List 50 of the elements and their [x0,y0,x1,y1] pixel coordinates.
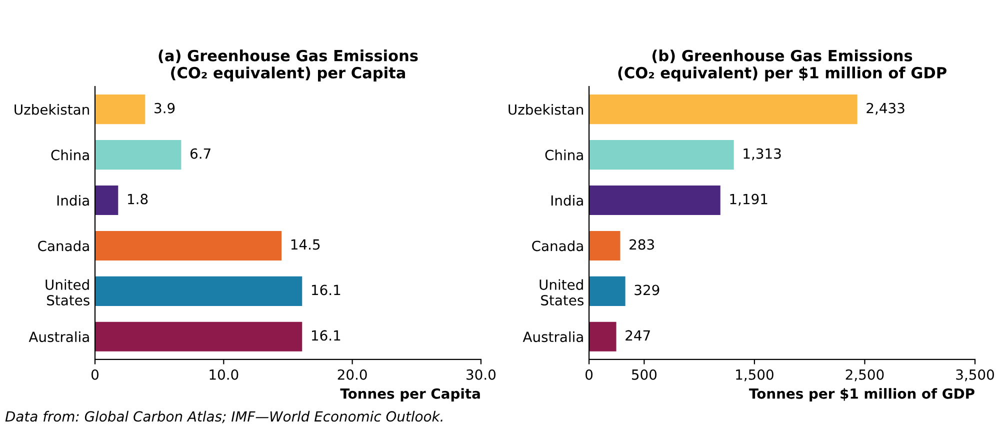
data-label: 3.9 [154,102,175,114]
x-axis-title: Tonnes per $1 million of GDP [749,388,974,402]
data-label: 1,313 [744,148,781,160]
y-tick-label: Canada [38,240,89,252]
bar [95,140,182,170]
bar [95,322,302,352]
bar [589,276,626,306]
bar [95,230,282,261]
bar [589,322,616,352]
y-tick-label: Canada [532,240,583,252]
text: Data from: Global Carbon Atlas; IMF—World Economic Outlook. [5,410,442,424]
x-tick-label: 3,500 [956,369,994,382]
x-tick-label: 30.0 [466,369,496,380]
bar [589,94,858,124]
y-tick-label: Australia [28,331,89,342]
x-tick-label: 1,500 [736,369,774,382]
x-tick-label: 0 [586,369,593,380]
data-label: 1.8 [128,194,148,204]
data-label: 2,433 [866,102,904,115]
bar [589,140,734,170]
bar [589,185,720,216]
data-label: 16.1 [312,284,340,296]
data-label: 1,191 [730,194,768,206]
y-tick-label: China [51,150,89,160]
data-label: 283 [630,239,654,250]
data-label: 6.7 [190,148,210,159]
data-label: 247 [626,330,650,340]
y-tick-label: Uzbekistan [14,104,89,115]
data-label: 16.1 [312,330,340,341]
chart-title: (a) Greenhouse Gas Emissions (CO₂ equivalent) per Capita [158,50,418,82]
x-tick-label: 500 [632,369,657,380]
y-tick-label: Australia [522,331,583,342]
bar [95,94,146,124]
x-tick-label: 0 [91,369,98,380]
data-label: 14.5 [291,239,320,250]
y-tick-label: China [545,150,583,160]
chart-title: (b) Greenhouse Gas Emissions (CO₂ equivalent) per $1 million of GDP [618,50,946,82]
y-tick-label: India [57,194,89,206]
bar [95,185,118,216]
bar [95,276,302,306]
x-tick-label: 10.0 [210,369,238,380]
y-tick-label: United States [46,279,90,306]
x-tick-label: 20.0 [338,369,367,380]
bar [589,230,620,261]
data-label: 329 [634,284,660,296]
y-tick-label: United States [540,279,584,306]
x-axis-title: Tonnes per Capita [340,388,480,402]
y-tick-label: Uzbekistan [508,104,583,115]
x-tick-label: 2,500 [846,369,884,382]
y-tick-label: India [551,194,583,206]
